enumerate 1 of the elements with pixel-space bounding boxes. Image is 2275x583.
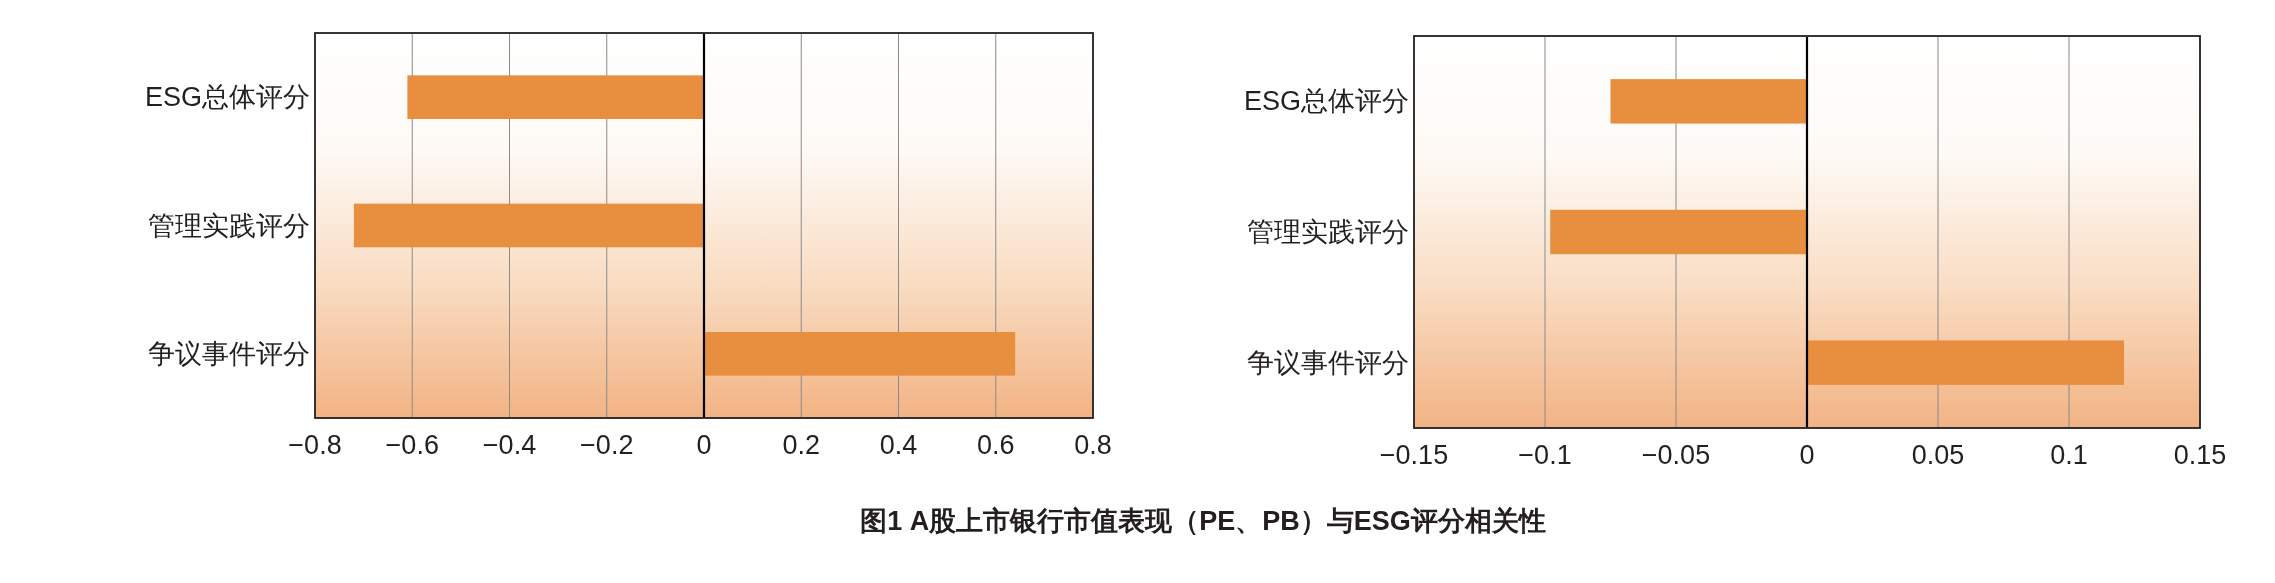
- caption: 图1 A股上市银行市值表现（PE、PB）与ESG评分相关性: [860, 506, 1546, 536]
